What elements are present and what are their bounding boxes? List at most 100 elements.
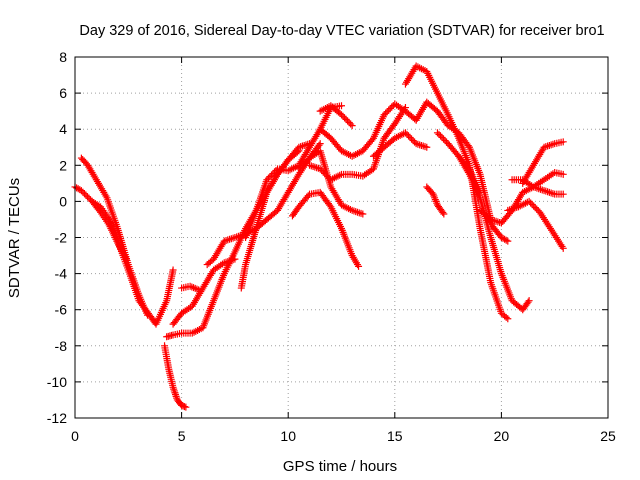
- data-point: [441, 137, 449, 145]
- data-point: [272, 166, 280, 174]
- data-point: [368, 136, 376, 144]
- data-point: [195, 286, 203, 294]
- data-point: [383, 108, 391, 116]
- data-point: [380, 111, 388, 119]
- data-point: [344, 117, 352, 125]
- data-point: [348, 122, 356, 130]
- data-point: [180, 403, 188, 411]
- data-point: [530, 202, 538, 210]
- data-point: [264, 174, 272, 182]
- series-arc-20: [423, 183, 448, 218]
- data-point: [269, 170, 277, 178]
- tick-labels: 0 5 10 15 20 25 -12 -10 -8 -6 -4 -2 0 2 4 6 8: [47, 49, 616, 444]
- data-point: [295, 147, 303, 155]
- data-point: [345, 118, 353, 126]
- data-point: [403, 130, 411, 138]
- data-point: [406, 133, 414, 141]
- data-point: [355, 262, 363, 270]
- y-tick-label: -10: [47, 374, 67, 390]
- data-point: [382, 109, 390, 117]
- x-tick-label: 10: [280, 428, 296, 444]
- data-points: [71, 62, 567, 411]
- data-point: [527, 199, 535, 207]
- series-arc-13: [316, 102, 356, 130]
- data-point: [388, 103, 396, 111]
- data-point: [193, 285, 201, 293]
- data-point: [77, 187, 85, 195]
- data-point: [315, 141, 323, 149]
- x-tick-label: 5: [178, 428, 186, 444]
- data-point: [439, 209, 447, 217]
- series-arc-16: [369, 129, 431, 160]
- data-point: [319, 168, 327, 176]
- data-point: [525, 197, 533, 205]
- y-tick-label: -4: [55, 266, 68, 282]
- data-point: [559, 244, 567, 252]
- x-axis-title: GPS time / hours: [283, 458, 397, 475]
- data-point: [338, 102, 345, 110]
- y-tick-label: -8: [55, 338, 68, 354]
- y-tick-label: -2: [55, 230, 68, 246]
- data-point: [316, 140, 324, 148]
- data-point: [324, 173, 332, 181]
- data-point: [231, 255, 239, 263]
- y-axis-title: SDTVAR / TECUs: [6, 178, 23, 298]
- data-point: [435, 130, 443, 138]
- data-point: [559, 190, 567, 198]
- data-point: [188, 283, 196, 291]
- series-arc-26: [519, 138, 567, 187]
- data-point: [299, 160, 307, 168]
- y-tick-label: 4: [59, 121, 67, 137]
- x-tick-label: 20: [494, 428, 510, 444]
- data-point: [316, 165, 324, 173]
- series-arc-6: [169, 255, 239, 328]
- data-point: [190, 284, 198, 292]
- data-point: [302, 157, 310, 165]
- series-arc-10: [242, 102, 345, 241]
- x-tick-label: 15: [387, 428, 403, 444]
- data-point: [401, 129, 409, 137]
- data-point: [502, 236, 510, 244]
- y-tick-label: 0: [59, 193, 67, 209]
- data-point: [436, 132, 444, 140]
- data-point: [504, 237, 512, 245]
- data-point: [318, 166, 326, 174]
- y-tick-label: 2: [59, 157, 67, 173]
- series-arc-25: [504, 197, 567, 252]
- data-point: [533, 205, 541, 213]
- data-point: [409, 137, 417, 145]
- series-arc-4: [161, 342, 190, 411]
- data-point: [301, 159, 309, 167]
- series-arc-3: [88, 197, 177, 328]
- data-point: [79, 188, 87, 196]
- data-point: [80, 190, 88, 198]
- data-point: [531, 204, 539, 212]
- data-point: [295, 165, 303, 173]
- data-point: [342, 115, 350, 123]
- data-point: [525, 297, 533, 305]
- y-tick-label: 6: [59, 85, 67, 101]
- x-tick-label: 0: [71, 428, 79, 444]
- series-arc-11: [288, 188, 363, 270]
- data-point: [339, 112, 347, 120]
- data-point: [267, 171, 275, 179]
- data-point: [186, 282, 194, 290]
- series-arc-7: [178, 282, 203, 294]
- data-point: [270, 168, 278, 176]
- y-tick-label: -6: [55, 302, 68, 318]
- series-arc-23: [482, 212, 512, 245]
- series-arc-18: [412, 98, 495, 223]
- y-tick-label: -12: [47, 410, 67, 426]
- data-point: [182, 403, 190, 411]
- data-point: [559, 138, 567, 146]
- y-tick-label: 8: [59, 49, 67, 65]
- data-point: [326, 201, 334, 209]
- data-point: [385, 106, 393, 114]
- data-point: [85, 194, 93, 202]
- data-point: [528, 200, 536, 208]
- data-point: [321, 170, 329, 178]
- data-point: [298, 162, 306, 170]
- data-point: [322, 171, 330, 179]
